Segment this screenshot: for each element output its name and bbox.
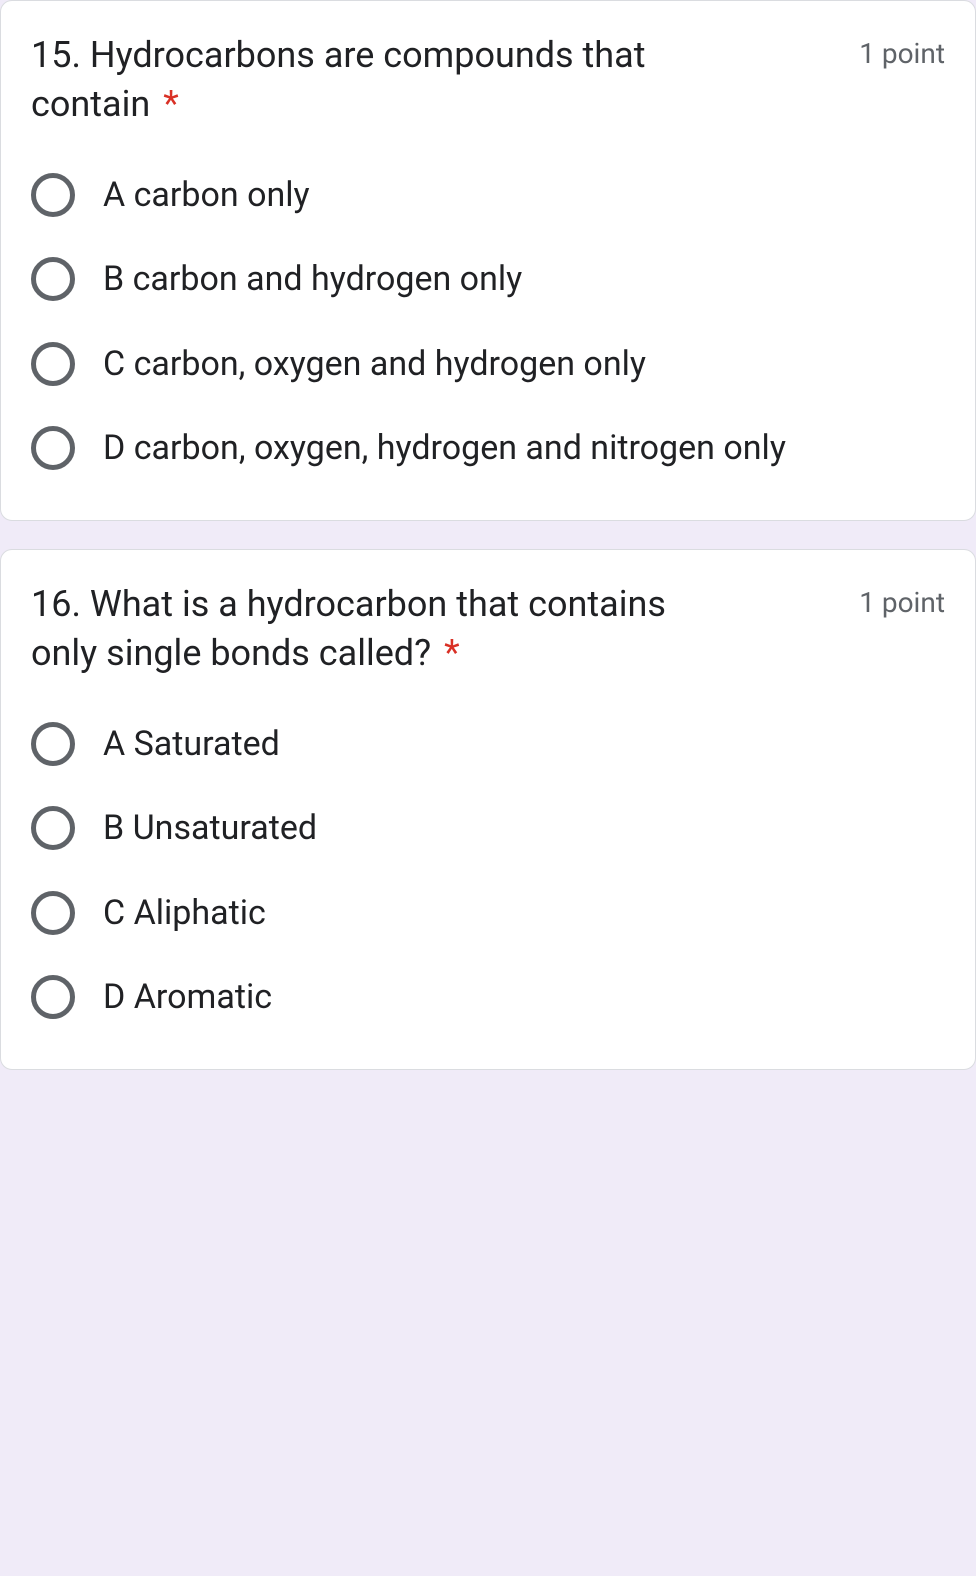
required-mark: *	[163, 83, 179, 125]
option-label: D carbon, oxygen, hydrogen and nitrogen …	[103, 426, 786, 470]
question-card-15: 15. Hydrocarbons are compounds that cont…	[0, 0, 976, 521]
options-group: A Saturated B Unsaturated C Aliphatic D …	[31, 722, 945, 1019]
question-text: 16. What is a hydrocarbon that contains …	[31, 583, 666, 674]
option-d[interactable]: D Aromatic	[31, 975, 945, 1019]
radio-icon[interactable]	[31, 722, 75, 766]
radio-icon[interactable]	[31, 173, 75, 217]
radio-icon[interactable]	[31, 891, 75, 935]
option-b[interactable]: B carbon and hydrogen only	[31, 257, 945, 301]
question-points: 1 point	[859, 580, 945, 619]
radio-icon[interactable]	[31, 257, 75, 301]
question-points: 1 point	[859, 31, 945, 70]
option-label: B carbon and hydrogen only	[103, 257, 522, 301]
option-d[interactable]: D carbon, oxygen, hydrogen and nitrogen …	[31, 426, 945, 470]
option-label: A Saturated	[103, 722, 280, 766]
question-header: 15. Hydrocarbons are compounds that cont…	[31, 31, 945, 128]
radio-icon[interactable]	[31, 426, 75, 470]
option-label: D Aromatic	[103, 975, 272, 1019]
radio-icon[interactable]	[31, 806, 75, 850]
option-label: B Unsaturated	[103, 806, 317, 850]
option-label: A carbon only	[103, 173, 310, 217]
options-group: A carbon only B carbon and hydrogen only…	[31, 173, 945, 470]
option-a[interactable]: A Saturated	[31, 722, 945, 766]
question-card-16: 16. What is a hydrocarbon that contains …	[0, 549, 976, 1070]
question-header: 16. What is a hydrocarbon that contains …	[31, 580, 945, 677]
option-c[interactable]: C Aliphatic	[31, 891, 945, 935]
question-text: 15. Hydrocarbons are compounds that cont…	[31, 34, 645, 125]
option-c[interactable]: C carbon, oxygen and hydrogen only	[31, 342, 945, 386]
option-a[interactable]: A carbon only	[31, 173, 945, 217]
question-title: 16. What is a hydrocarbon that contains …	[31, 580, 731, 677]
radio-icon[interactable]	[31, 975, 75, 1019]
radio-icon[interactable]	[31, 342, 75, 386]
required-mark: *	[444, 632, 460, 674]
option-label: C Aliphatic	[103, 891, 266, 935]
option-b[interactable]: B Unsaturated	[31, 806, 945, 850]
question-title: 15. Hydrocarbons are compounds that cont…	[31, 31, 731, 128]
option-label: C carbon, oxygen and hydrogen only	[103, 342, 646, 386]
